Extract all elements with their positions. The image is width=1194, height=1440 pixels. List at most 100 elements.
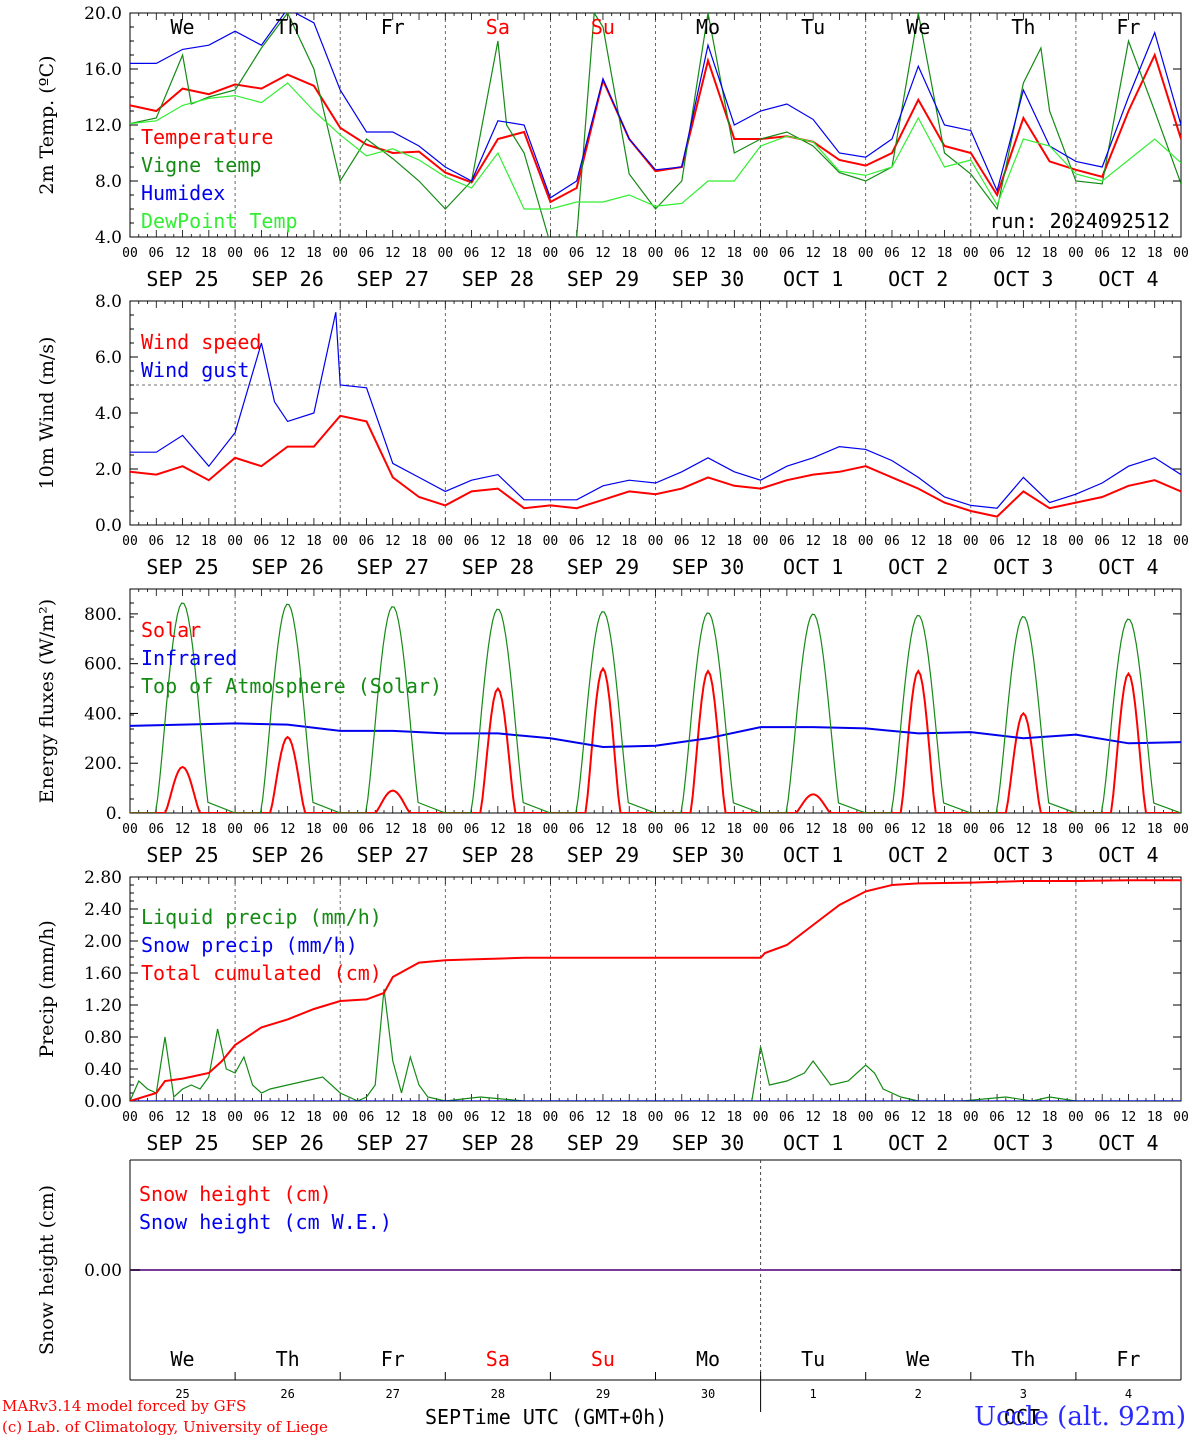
series-line-total-cumulated-cm- (130, 879, 1181, 1101)
y-tick-label: 20.0 (84, 4, 122, 24)
weekday-label: We (171, 15, 195, 39)
day-label: SEP 25 (146, 267, 218, 291)
hour-label: 18 (411, 246, 427, 261)
hour-label: 00 (122, 246, 138, 261)
day-number: 4 (1125, 1387, 1132, 1401)
hour-label: 00 (543, 1110, 559, 1125)
hour-label: 00 (1173, 246, 1189, 261)
weekday-label: Fr (381, 1347, 405, 1371)
hour-label: 12 (700, 246, 716, 261)
day-label: SEP 26 (252, 843, 324, 867)
hour-label: 18 (621, 822, 637, 837)
hour-label: 12 (280, 246, 296, 261)
day-label: OCT 2 (888, 267, 948, 291)
hour-label: 06 (779, 822, 795, 837)
hour-label: 18 (516, 534, 532, 549)
hour-label: 00 (437, 246, 453, 261)
hour-label: 18 (621, 246, 637, 261)
hour-label: 18 (306, 246, 322, 261)
y-axis-label: 2m Temp. (ºC) (36, 55, 58, 194)
weekday-label: Th (276, 15, 300, 39)
hour-label: 00 (753, 246, 769, 261)
hour-label: 12 (385, 534, 401, 549)
hour-label: 12 (595, 1110, 611, 1125)
hour-label: 00 (227, 534, 243, 549)
series-group (130, 312, 1181, 518)
hour-label: 18 (937, 1110, 953, 1125)
hour-label: 12 (910, 246, 926, 261)
panel-4: 0.00 0.40 0.80 1.20 1.60 2.00 2.40 2.80 Precip (… (36, 868, 1189, 1155)
hour-label: 18 (306, 534, 322, 549)
legend-entry: Wind speed (141, 330, 261, 354)
hour-label: 00 (858, 534, 874, 549)
hour-label: 18 (1042, 246, 1058, 261)
hour-label: 12 (1121, 1110, 1137, 1125)
hour-label: 00 (1068, 246, 1084, 261)
day-label: SEP 27 (357, 555, 429, 579)
hour-label: 18 (411, 822, 427, 837)
hour-label: 00 (437, 822, 453, 837)
hour-label: 18 (516, 246, 532, 261)
hour-label: 00 (1068, 1110, 1084, 1125)
day-label: SEP 30 (672, 1131, 744, 1155)
day-label: SEP 25 (146, 843, 218, 867)
series-line-humidex (130, 13, 1181, 199)
weekday-label: Sa (486, 1347, 510, 1371)
hour-label: 00 (963, 1110, 979, 1125)
hour-label: 18 (832, 822, 848, 837)
hour-label: 00 (1173, 822, 1189, 837)
hour-label: 18 (1147, 822, 1163, 837)
y-tick-label: 400. (84, 704, 122, 724)
hour-label: 06 (254, 534, 270, 549)
day-label: OCT 1 (783, 1131, 843, 1155)
hour-label: 00 (648, 822, 664, 837)
y-tick-label: 8.0 (95, 292, 122, 312)
day-number: 1 (810, 1387, 817, 1401)
day-label: OCT 4 (1098, 555, 1158, 579)
hour-label: 12 (1121, 534, 1137, 549)
day-label: OCT 3 (993, 843, 1053, 867)
y-tick-label: 4.0 (95, 404, 122, 424)
x-axis-label: Time UTC (GMT+0h) (463, 1405, 668, 1429)
hour-label: 06 (1094, 246, 1110, 261)
hour-label: 06 (359, 822, 375, 837)
hour-label: 18 (411, 534, 427, 549)
legend-entry: Snow height (cm W.E.) (139, 1210, 392, 1234)
y-tick-label: 2.00 (84, 932, 122, 952)
hour-label: 00 (122, 822, 138, 837)
weekday-label: Sa (486, 15, 510, 39)
day-label: SEP 29 (567, 1131, 639, 1155)
hour-label: 00 (1068, 534, 1084, 549)
hour-label: 18 (1147, 1110, 1163, 1125)
y-tick-label: 1.20 (84, 996, 122, 1016)
weekday-label: Th (276, 1347, 300, 1371)
hour-label: 00 (963, 246, 979, 261)
y-tick-label: 200. (84, 754, 122, 774)
hour-label: 18 (726, 534, 742, 549)
hour-label: 12 (1016, 246, 1032, 261)
hour-label: 18 (832, 1110, 848, 1125)
hour-label: 00 (543, 534, 559, 549)
hour-label: 06 (359, 534, 375, 549)
hour-label: 00 (753, 534, 769, 549)
hour-label: 00 (648, 246, 664, 261)
hour-label: 18 (1042, 822, 1058, 837)
hour-label: 18 (516, 1110, 532, 1125)
legend-entry: Wind gust (141, 358, 249, 382)
hour-label: 12 (805, 246, 821, 261)
hour-label: 18 (621, 534, 637, 549)
hour-label: 06 (989, 246, 1005, 261)
month-label: SEP (425, 1405, 461, 1429)
hour-label: 06 (989, 1110, 1005, 1125)
hour-label: 00 (1068, 822, 1084, 837)
hour-label: 00 (227, 246, 243, 261)
y-tick-label: 0.0 (95, 516, 122, 536)
hour-label: 06 (569, 534, 585, 549)
y-axis-label: Snow height (cm) (36, 1185, 58, 1355)
hour-label: 00 (1173, 1110, 1189, 1125)
day-number: 3 (1020, 1387, 1027, 1401)
day-label: SEP 29 (567, 267, 639, 291)
hour-label: 06 (779, 246, 795, 261)
day-label: SEP 29 (567, 843, 639, 867)
hour-label: 06 (674, 822, 690, 837)
